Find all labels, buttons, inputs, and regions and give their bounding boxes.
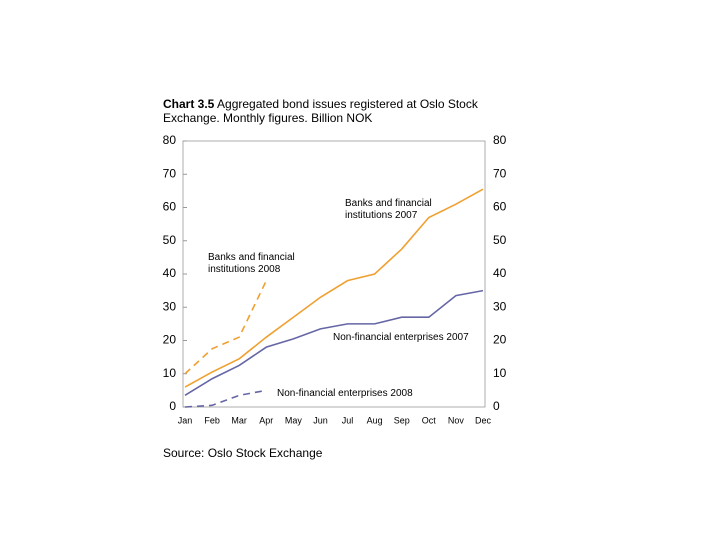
x-tick-label: Mar (231, 415, 247, 425)
chart-title: Aggregated bond issues registered at Osl… (163, 97, 478, 125)
y2-tick-label: 30 (493, 299, 507, 313)
x-tick-label: Dec (475, 415, 492, 425)
source: Source: Oslo Stock Exchange (163, 446, 323, 460)
y2-tick-label: 20 (493, 333, 507, 347)
y-tick-label: 80 (163, 133, 177, 147)
x-tick-label: Nov (448, 415, 465, 425)
x-tick-label: Aug (367, 415, 383, 425)
x-tick-label: Oct (422, 415, 437, 425)
y-tick-label: 40 (163, 266, 177, 280)
chart-title-block: Chart 3.5 Aggregated bond issues registe… (163, 97, 493, 125)
y2-tick-label: 0 (493, 399, 500, 413)
series-label: Non-financial enterprises 2007 (333, 332, 469, 343)
series-label: Non-financial enterprises 2008 (277, 388, 413, 399)
y-tick-label: 20 (163, 333, 177, 347)
x-tick-label: May (285, 415, 303, 425)
x-tick-label: Feb (204, 415, 220, 425)
series-line (184, 389, 267, 408)
y-tick-label: 50 (163, 233, 177, 247)
y-tick-label: 70 (163, 166, 177, 180)
x-tick-label: Jul (342, 415, 354, 425)
y-tick-label: 60 (163, 200, 177, 214)
series-label: Banks and financial institutions 2008 (208, 252, 295, 275)
series-label: Banks and financial institutions 2007 (345, 198, 432, 221)
y2-tick-label: 60 (493, 200, 507, 214)
y-tick-label: 0 (169, 399, 176, 413)
series-line (184, 280, 267, 375)
series-line (184, 188, 484, 388)
x-tick-label: Jun (313, 415, 328, 425)
y2-tick-label: 40 (493, 266, 507, 280)
y2-tick-label: 50 (493, 233, 507, 247)
x-tick-label: Apr (259, 415, 273, 425)
series-line (184, 289, 484, 397)
y2-tick-label: 80 (493, 133, 507, 147)
y-tick-label: 30 (163, 299, 177, 313)
y-tick-label: 10 (163, 366, 177, 380)
y2-tick-label: 10 (493, 366, 507, 380)
y2-tick-label: 70 (493, 166, 507, 180)
x-tick-label: Jan (178, 415, 193, 425)
chart-number: Chart 3.5 (163, 97, 215, 111)
x-tick-label: Sep (394, 415, 410, 425)
